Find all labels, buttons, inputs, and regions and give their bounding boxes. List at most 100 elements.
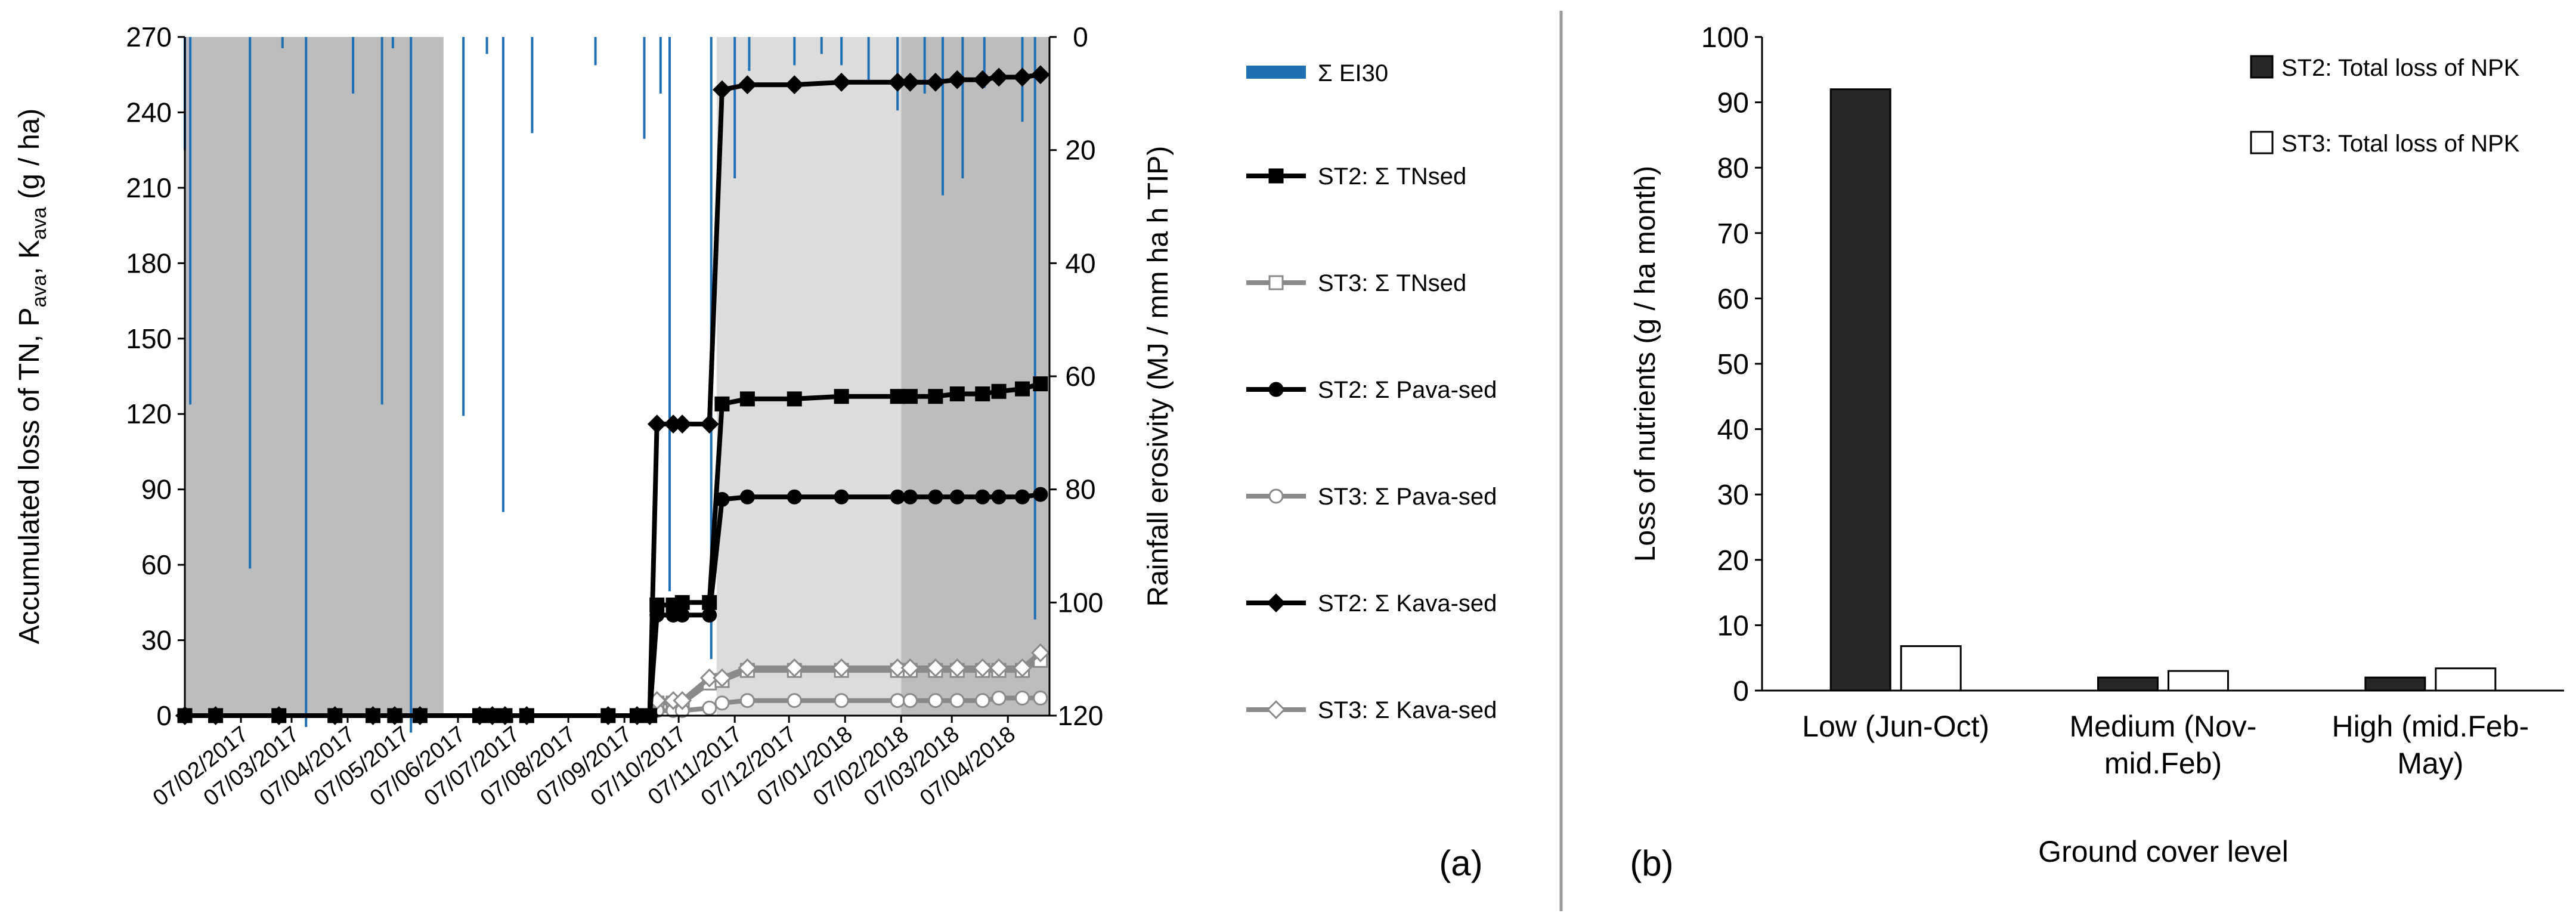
legend-a: Σ EI30 ST2: Σ TNsed ST3: Σ TNsed ST2: Σ Pav… — [1246, 60, 1497, 723]
legend-label-st3-pava-sed: ST3: Σ Pava-sed — [1318, 484, 1497, 510]
data-point — [948, 658, 967, 677]
bar-x-axis-title: Ground cover level — [2038, 835, 2289, 868]
bar-st3-total-loss-of-npk — [2168, 670, 2229, 692]
data-point — [890, 389, 905, 404]
bar-st3-total-loss-of-npk — [2435, 667, 2497, 692]
data-point — [739, 693, 755, 708]
bar-y-tick-label: 50 — [1717, 349, 1749, 380]
bar-y-tick-label: 90 — [1717, 88, 1749, 119]
legend-swatch — [2250, 131, 2274, 154]
legend-swatch — [2250, 55, 2274, 79]
panel-b-label: (b) — [1630, 843, 1673, 883]
data-point — [973, 70, 992, 89]
data-point — [1033, 487, 1048, 502]
legend-marker — [1268, 488, 1284, 504]
data-point — [902, 489, 918, 505]
data-point — [975, 386, 990, 402]
y2-tick-label: 40 — [1065, 247, 1095, 278]
category-label: mid.Feb) — [2104, 747, 2222, 780]
y-tick-label: 0 — [156, 700, 172, 731]
data-point — [989, 67, 1008, 87]
data-point — [834, 389, 849, 404]
data-point — [975, 489, 990, 505]
legend-label-st3-total-loss-of-npk: ST3: Total loss of NPK — [2281, 131, 2520, 157]
data-point — [673, 414, 692, 434]
bar-y-tick-label: 20 — [1717, 545, 1749, 577]
data-point — [991, 690, 1007, 705]
y-tick-label: 60 — [141, 549, 172, 580]
data-point — [948, 70, 967, 89]
data-point — [674, 595, 690, 610]
bar-st2-total-loss-of-npk — [2364, 676, 2426, 692]
data-point — [1013, 67, 1032, 87]
data-point — [902, 389, 918, 404]
data-point — [1033, 690, 1048, 705]
x-axis-ticks: 07/02/201707/03/201707/04/201707/05/2017… — [148, 716, 1020, 811]
data-point — [787, 391, 802, 407]
legend-label-erosivity: Σ EI30 — [1318, 60, 1388, 86]
y2-tick-label: 80 — [1065, 474, 1095, 505]
data-point — [900, 72, 920, 92]
bar-y-tick-label: 60 — [1717, 283, 1749, 315]
data-point — [989, 658, 1008, 677]
data-point — [714, 695, 730, 711]
ground-cover-bands — [185, 37, 1049, 716]
legend-swatch-erosivity — [1246, 66, 1306, 79]
bar-y-tick-label: 40 — [1717, 414, 1749, 446]
panel-a-label: (a) — [1439, 843, 1482, 883]
legend-label-st2-pava-sed: ST2: Σ Pava-sed — [1318, 377, 1497, 403]
data-point — [973, 658, 992, 677]
data-point — [714, 396, 730, 411]
data-point — [834, 489, 849, 505]
data-point — [900, 658, 920, 677]
y2-tick-label: 20 — [1065, 135, 1095, 166]
data-point — [713, 80, 732, 100]
legend-b: ST2: Total loss of NPK ST3: Total loss of… — [2250, 55, 2520, 157]
data-point — [647, 414, 667, 434]
legend-marker — [1268, 382, 1284, 397]
data-point — [714, 492, 730, 507]
data-point — [787, 693, 802, 708]
bars — [1829, 88, 2497, 692]
data-point — [890, 489, 905, 505]
data-point — [949, 489, 965, 505]
data-point — [888, 658, 908, 677]
category-labels: Low (Jun-Oct) Medium (Nov-mid.Feb) High (m… — [1802, 710, 2529, 780]
data-point — [713, 668, 732, 688]
data-point — [832, 72, 852, 92]
legend-label-st2-kava-sed: ST2: Σ Kava-sed — [1318, 590, 1497, 617]
data-point — [1014, 690, 1030, 705]
legend-marker — [1267, 700, 1286, 719]
left-axis-title: Accumulated loss of TN, Pava, Kava (g / … — [14, 109, 51, 644]
bar-y-tick-label: 70 — [1717, 218, 1749, 250]
y-tick-label: 30 — [141, 625, 172, 656]
y2-tick-label: 0 — [1073, 21, 1088, 52]
panel-b: 0 10 20 30 40 50 60 70 80 90 100 Low (Jun-Oct) Medi… — [1630, 22, 2564, 883]
bar-st2-total-loss-of-npk — [2097, 676, 2159, 692]
data-point — [991, 383, 1007, 399]
bar-y-axis-title: Loss of nutrients (g / ha month) — [1630, 166, 1661, 562]
y-tick-label: 240 — [126, 97, 172, 128]
y2-tick-label: 100 — [1058, 587, 1104, 618]
bar-y-tick-label: 100 — [1701, 22, 1749, 54]
data-point — [928, 389, 943, 404]
data-point — [1014, 489, 1030, 505]
data-point — [888, 72, 908, 92]
bar-st3-total-loss-of-npk — [1900, 645, 1962, 692]
category-label: High (mid.Feb- — [2332, 710, 2529, 743]
data-point — [834, 693, 849, 708]
data-point — [928, 489, 943, 505]
right-axis-ticks: 0 20 40 60 80 100 120 — [1049, 21, 1103, 731]
legend-label-st2-total-loss-of-npk: ST2: Total loss of NPK — [2281, 55, 2520, 81]
y-tick-label: 210 — [126, 172, 172, 203]
y-tick-label: 120 — [126, 398, 172, 429]
data-point — [674, 607, 690, 623]
data-point — [702, 607, 717, 623]
y-tick-label: 150 — [126, 323, 172, 354]
ground-cover-band-dark — [901, 37, 1049, 716]
left-axis-ticks: 0 30 60 90 120 150 180 210 240 270 — [126, 21, 185, 731]
bar-y-tick-label: 10 — [1717, 610, 1749, 642]
legend-label-st3-tnsed: ST3: Σ TNsed — [1318, 270, 1466, 296]
data-point — [787, 489, 802, 505]
bar-st2-total-loss-of-npk — [1829, 88, 1891, 692]
